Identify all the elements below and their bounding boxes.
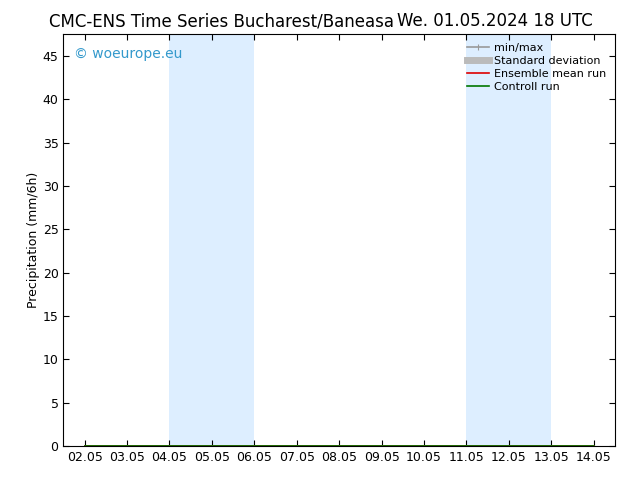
Legend: min/max, Standard deviation, Ensemble mean run, Controll run: min/max, Standard deviation, Ensemble me… (464, 40, 609, 95)
Bar (169, 34, 254, 446)
Y-axis label: Precipitation (mm/6h): Precipitation (mm/6h) (27, 172, 40, 308)
Text: CMC-ENS Time Series Bucharest/Baneasa: CMC-ENS Time Series Bucharest/Baneasa (49, 12, 394, 30)
Text: We. 01.05.2024 18 UTC: We. 01.05.2024 18 UTC (397, 12, 592, 30)
Text: © woeurope.eu: © woeurope.eu (74, 47, 183, 61)
Bar (467, 34, 552, 446)
